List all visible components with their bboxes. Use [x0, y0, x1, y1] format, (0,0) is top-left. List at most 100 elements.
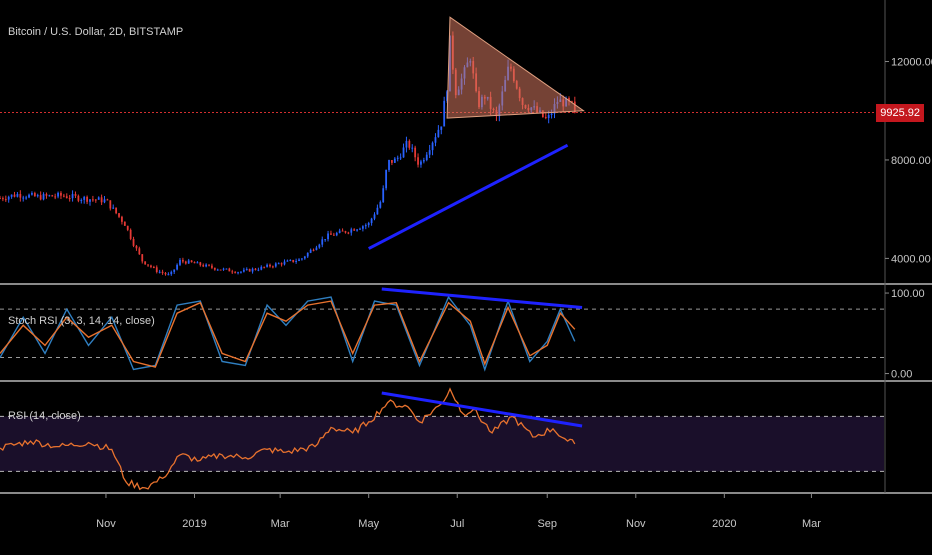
candle-body [425, 154, 428, 161]
candle-body [7, 196, 10, 200]
candle-body [45, 194, 48, 196]
candle-body [434, 137, 437, 143]
candle-body [306, 252, 309, 257]
candle-body [361, 226, 364, 229]
candle-body [2, 198, 4, 200]
candle-body [152, 266, 155, 268]
candle-body [126, 225, 129, 230]
candle-body [393, 158, 396, 163]
candle-body [231, 271, 234, 273]
candle-body [62, 195, 65, 197]
rsi-band-fill [0, 416, 884, 472]
candle-body [199, 262, 202, 266]
candle-body [234, 272, 237, 274]
candle-body [225, 268, 228, 270]
candle-body [547, 115, 550, 119]
candle-body [208, 264, 210, 266]
candle-body [28, 194, 30, 198]
candle-body [257, 269, 260, 271]
candle-body [414, 147, 417, 158]
candle-body [193, 262, 196, 264]
candle-body [550, 113, 553, 116]
candle-body [399, 157, 402, 159]
candle-body [440, 126, 443, 130]
current-price-tag: 9925.92 [876, 103, 924, 122]
candle-body [417, 157, 419, 165]
candle-body [132, 238, 135, 246]
candle-body [237, 272, 239, 274]
candle-body [150, 265, 152, 267]
candle-body [115, 207, 118, 214]
candle-body [219, 269, 222, 271]
candle-body [211, 265, 213, 268]
time-tick-label: 2019 [182, 518, 206, 530]
candle-body [251, 268, 254, 272]
candle-body [170, 271, 173, 275]
candle-body [91, 199, 94, 201]
candle-body [344, 231, 347, 233]
candle-body [129, 229, 132, 239]
candle-body [266, 264, 268, 267]
candle-body [408, 140, 411, 148]
candle-body [321, 239, 324, 245]
candle-body [277, 263, 280, 265]
candle-body [121, 216, 123, 222]
candle-body [341, 230, 344, 232]
candle-body [353, 229, 356, 231]
candle-body [571, 101, 573, 103]
candle-body [240, 271, 242, 273]
candle-body [167, 274, 170, 276]
candle-body [106, 199, 109, 201]
candle-body [112, 207, 115, 209]
candle-body [437, 129, 440, 138]
stoch-k-line [0, 295, 576, 372]
time-tick-label: Sep [537, 518, 557, 530]
candle-body [77, 195, 80, 201]
candle-body [74, 194, 77, 196]
candle-body [350, 229, 353, 233]
candle-body [10, 194, 13, 197]
price-tick-label: 8000.00 [891, 155, 931, 167]
candle-body [176, 264, 178, 270]
candle-body [396, 157, 399, 159]
candle-body [33, 193, 36, 197]
candle-body [376, 207, 379, 215]
candle-body [327, 233, 329, 240]
candle-body [57, 192, 59, 197]
candle-body [60, 192, 62, 196]
candle-body [181, 259, 184, 262]
stoch-tick-label: 0.00 [891, 369, 912, 381]
candle-body [364, 225, 367, 227]
chart-title: Bitcoin / U.S. Dollar, 2D, BITSTAMP [8, 26, 184, 38]
candle-body [19, 194, 22, 198]
candle-body [202, 265, 205, 267]
candle-body [292, 259, 295, 262]
candle-body [242, 269, 245, 272]
candle-body [254, 268, 257, 270]
time-tick-label: Mar [802, 518, 821, 530]
candle-body [443, 100, 446, 127]
candle-body [13, 194, 16, 197]
candle-body [324, 239, 327, 241]
candle-body [402, 147, 405, 158]
candle-body [54, 196, 57, 198]
candle-body [295, 261, 298, 263]
price-tick-label: 4000.00 [891, 253, 931, 265]
candle-body [179, 259, 181, 265]
candle-body [184, 261, 187, 264]
candle-body [94, 199, 97, 201]
candle-body [544, 117, 547, 119]
candle-body [65, 196, 68, 199]
candle-body [269, 264, 271, 267]
candle-body [248, 269, 251, 272]
candle-body [0, 198, 1, 200]
candle-body [385, 169, 388, 189]
candle-body [222, 268, 225, 270]
candle-body [97, 197, 100, 200]
time-tick-label: Nov [626, 518, 646, 530]
candle-body [89, 199, 91, 202]
candle-body [71, 194, 74, 199]
time-tick-label: Jul [450, 518, 464, 530]
